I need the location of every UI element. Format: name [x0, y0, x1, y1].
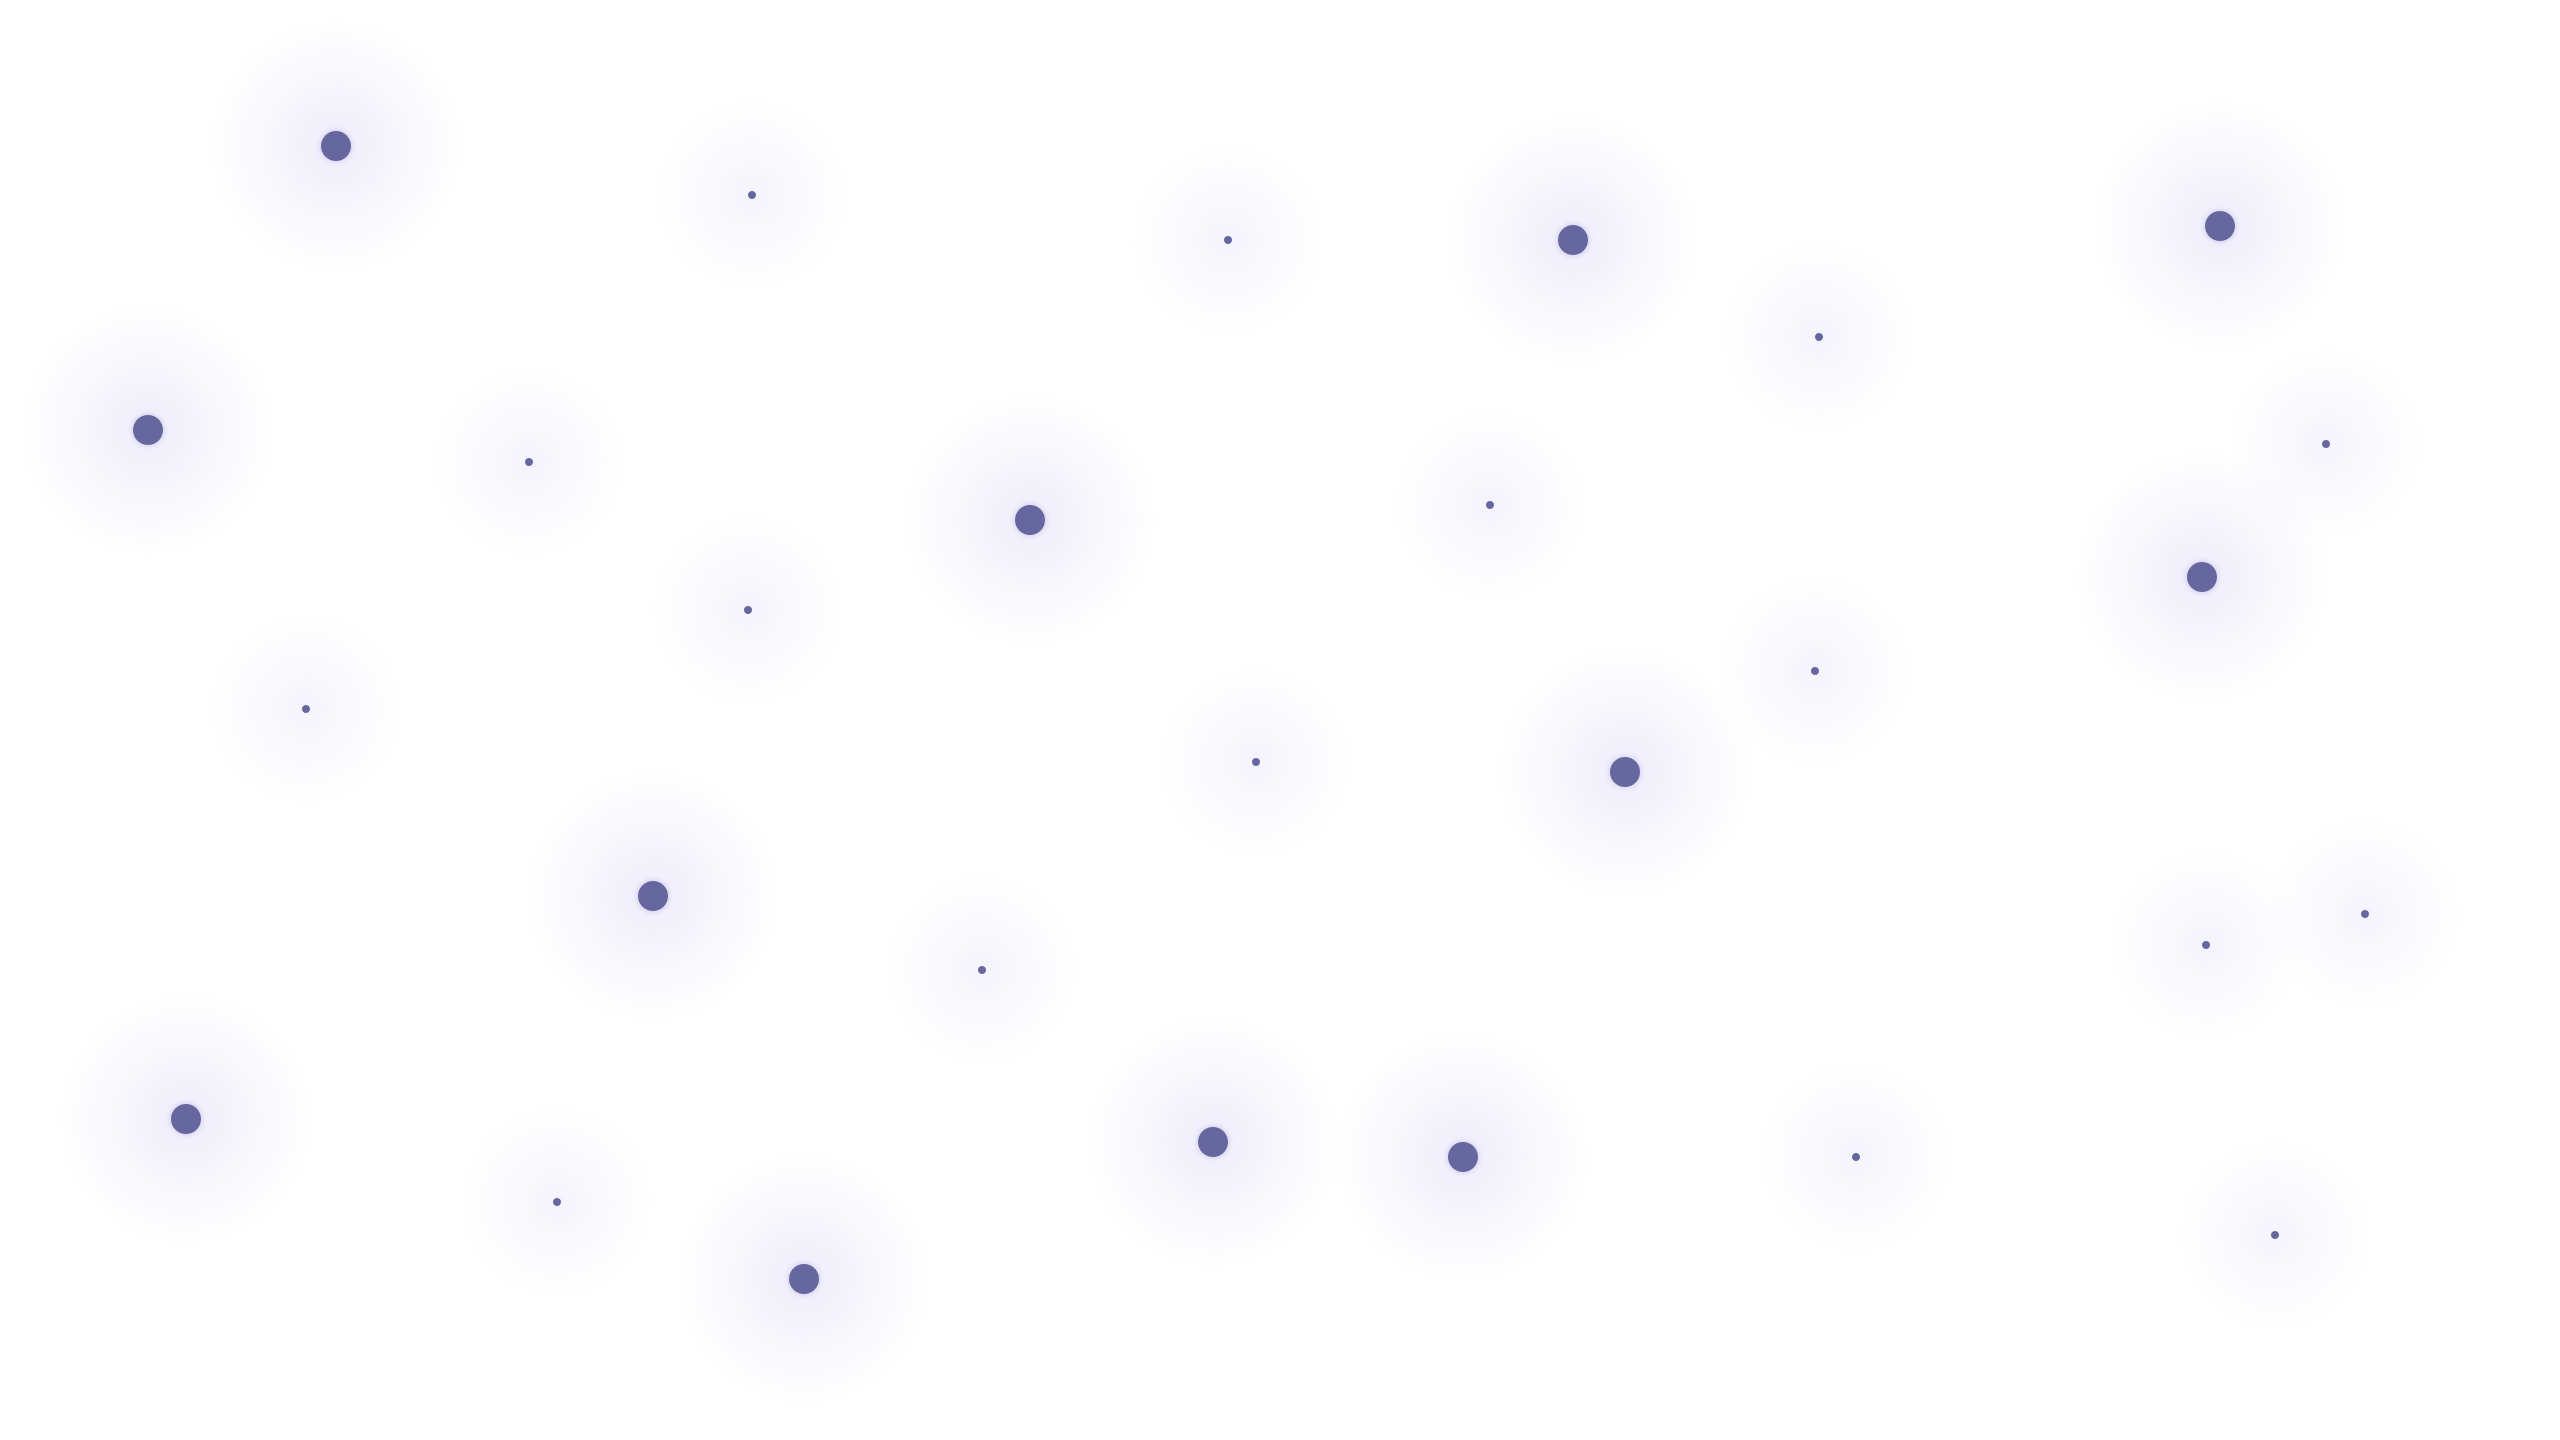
large-dot — [638, 881, 668, 911]
large-dot — [1558, 225, 1588, 255]
small-dot — [1815, 333, 1823, 341]
small-dot — [525, 458, 533, 466]
small-dot — [1811, 667, 1819, 675]
large-dot — [1610, 757, 1640, 787]
small-dot — [1224, 236, 1232, 244]
large-dot — [1448, 1142, 1478, 1172]
large-dot — [171, 1104, 201, 1134]
large-dot — [1198, 1127, 1228, 1157]
small-dot — [1252, 758, 1260, 766]
large-dot — [789, 1264, 819, 1294]
small-dot — [748, 191, 756, 199]
small-dot — [978, 966, 986, 974]
small-dot — [302, 705, 310, 713]
large-dot — [321, 131, 351, 161]
large-dot — [2205, 211, 2235, 241]
small-dot — [553, 1198, 561, 1206]
small-dot — [2271, 1231, 2279, 1239]
small-dot — [2361, 910, 2369, 918]
large-dot — [1015, 505, 1045, 535]
large-dot — [133, 415, 163, 445]
small-dot — [744, 606, 752, 614]
small-dot — [1852, 1153, 1860, 1161]
small-dot — [1486, 501, 1494, 509]
large-dot — [2187, 562, 2217, 592]
small-dot — [2322, 440, 2330, 448]
small-dot — [2202, 941, 2210, 949]
